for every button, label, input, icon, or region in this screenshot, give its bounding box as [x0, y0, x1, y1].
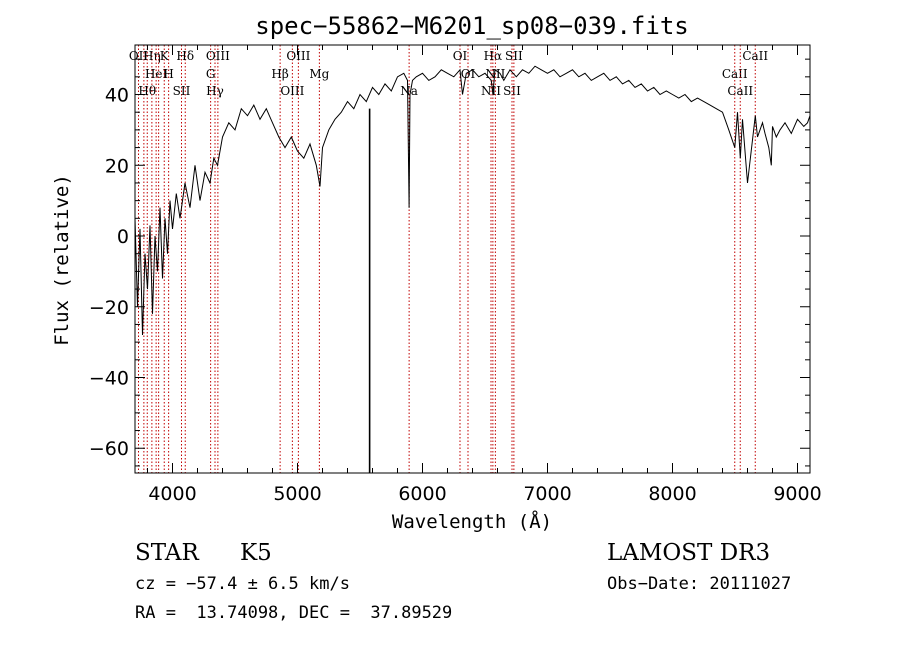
- line-marker-label: OIII: [206, 49, 230, 63]
- object-class: STAR: [135, 540, 199, 566]
- line-marker-label: NII: [481, 84, 501, 98]
- line-marker-label: OI: [453, 49, 468, 63]
- line-marker-label: CaII: [722, 67, 748, 81]
- line-marker-label: Hα: [484, 49, 503, 63]
- line-marker-label: NII: [485, 67, 505, 81]
- line-marker-label: CaII: [727, 84, 753, 98]
- y-tick-label: 40: [105, 85, 129, 107]
- line-marker-label: Hδ: [176, 49, 194, 63]
- y-tick-label: 20: [105, 155, 129, 177]
- ra-dec: RA = 13.74098, DEC = 37.89529: [135, 603, 453, 623]
- line-marker-label: Hη: [143, 49, 161, 63]
- x-tick-label: 9000: [773, 483, 821, 505]
- line-marker-label: K: [160, 49, 170, 63]
- line-marker-label: SII: [505, 49, 523, 63]
- line-marker-label: SII: [503, 84, 521, 98]
- line-marker-label: Hγ: [206, 84, 224, 98]
- x-tick-label: 8000: [648, 483, 696, 505]
- line-marker-label: Mg: [309, 67, 329, 81]
- plot-frame: [134, 44, 811, 474]
- y-tick-label: −40: [89, 367, 129, 389]
- line-marker-label: OIII: [286, 49, 310, 63]
- survey-name: LAMOST DR3: [607, 540, 771, 566]
- line-marker-label: SII: [173, 84, 191, 98]
- y-tick-label: −20: [89, 297, 129, 319]
- spectral-line-markers: OIIHθHηHeIKHSIIHδGHγOIIIHβOIIIOIIIMgNaOI…: [129, 45, 768, 473]
- object-subclass: K5: [240, 540, 272, 566]
- series-line: [134, 65, 811, 336]
- line-marker-label: Hθ: [138, 84, 156, 98]
- x-axis-label: Wavelength (Å): [392, 510, 552, 533]
- line-marker-label: H: [163, 67, 173, 81]
- line-marker-label: HeI: [145, 67, 168, 81]
- line-marker-label: Hβ: [271, 67, 288, 81]
- obs-date: Obs−Date: 20111027: [607, 574, 792, 594]
- y-tick-label: 0: [117, 226, 129, 248]
- line-marker-label: OI: [461, 67, 476, 81]
- axis-ticks: 4000 5000 6000 7000 8000 9000 −60 −40 −20 0 20 40: [89, 45, 822, 505]
- x-tick-label: 7000: [523, 483, 571, 505]
- x-tick-label: 5000: [273, 483, 321, 505]
- plot-series: [134, 65, 811, 473]
- line-marker-label: OIII: [280, 84, 304, 98]
- line-marker-label: G: [206, 67, 216, 81]
- x-tick-label: 4000: [148, 483, 196, 505]
- y-axis-label: Flux (relative): [51, 174, 73, 346]
- redshift-cz: cz = −57.4 ± 6.5 km/s: [135, 574, 350, 594]
- line-marker-label: Na: [400, 84, 418, 98]
- x-tick-label: 6000: [398, 483, 446, 505]
- chart-title: spec−55862−M6201_sp08−039.fits: [255, 12, 688, 40]
- y-tick-label: −60: [89, 438, 129, 460]
- line-marker-label: CaII: [742, 49, 768, 63]
